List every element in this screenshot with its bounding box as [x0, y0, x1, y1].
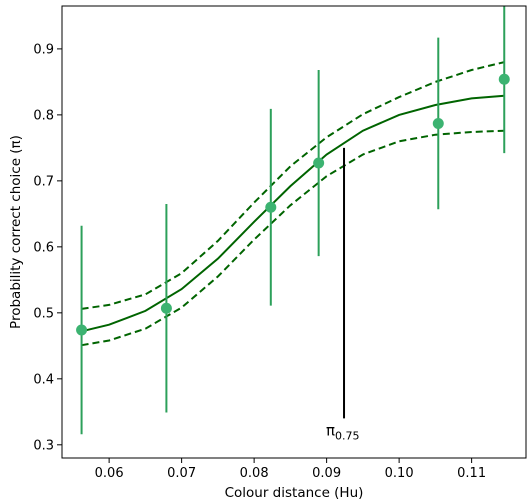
x-tick-label: 0.07 [167, 466, 196, 481]
y-tick-label: 0.6 [33, 240, 54, 255]
plot-frame [61, 5, 527, 459]
error-bars [80, 6, 506, 435]
y-tick-label: 0.7 [33, 174, 54, 189]
x-tick-label: 0.10 [385, 466, 414, 481]
x-tick-label: 0.06 [95, 466, 124, 481]
y-tick-label: 0.8 [33, 108, 54, 123]
data-point [313, 157, 325, 169]
y-tick-label: 0.4 [33, 372, 54, 387]
fit-lower-bound [81, 129, 505, 347]
data-point [498, 73, 510, 85]
threshold-label-sub: 0.75 [335, 429, 360, 442]
fit-upper-bound [81, 61, 505, 310]
y-tick-label: 0.9 [33, 42, 54, 57]
x-tick-label: 0.08 [240, 466, 269, 481]
y-tick-label: 0.5 [33, 306, 54, 321]
y-axis-label: Probability correct choice (π) [8, 135, 24, 329]
data-points [76, 73, 510, 336]
y-tick-label: 0.3 [33, 438, 54, 453]
fit-curve [81, 94, 505, 333]
y-axis-ticks: 0.3 0.4 0.5 0.6 0.7 0.8 0.9 [33, 42, 62, 453]
x-tick-label: 0.09 [312, 466, 341, 481]
data-point [432, 117, 444, 129]
threshold-label-main: π [326, 421, 335, 439]
threshold-label: π0.75 [326, 421, 360, 442]
data-point [265, 201, 277, 213]
x-axis-ticks: 0.06 0.07 0.08 0.09 0.10 0.11 [95, 458, 486, 481]
fit-curves [81, 61, 505, 347]
x-axis-label: Colour distance (Hu) [225, 485, 364, 501]
x-tick-label: 0.11 [457, 466, 486, 481]
data-point [76, 324, 88, 336]
data-point [160, 302, 172, 314]
